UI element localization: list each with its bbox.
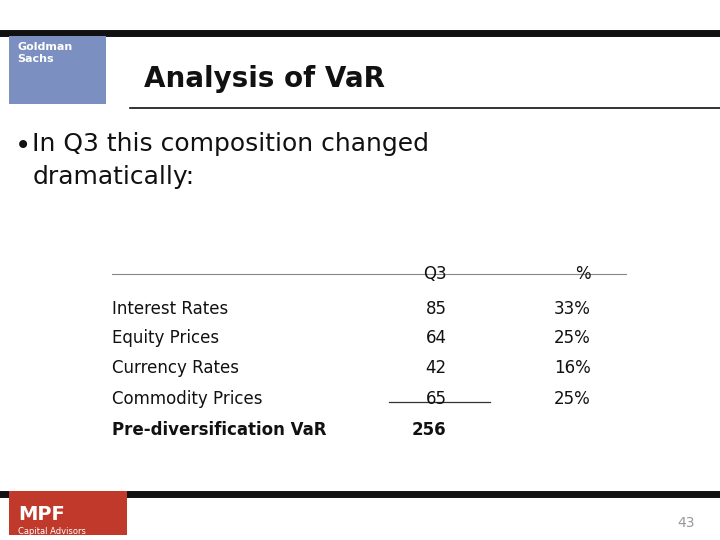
- Text: 25%: 25%: [554, 329, 590, 347]
- Text: Q3: Q3: [423, 265, 446, 282]
- Text: MPF: MPF: [18, 505, 65, 524]
- Text: 25%: 25%: [554, 390, 590, 408]
- Text: 85: 85: [426, 300, 446, 318]
- Text: Equity Prices: Equity Prices: [112, 329, 219, 347]
- Text: Goldman
Sachs: Goldman Sachs: [17, 42, 73, 64]
- Text: Commodity Prices: Commodity Prices: [112, 390, 262, 408]
- FancyBboxPatch shape: [9, 36, 106, 104]
- Text: Analysis of VaR: Analysis of VaR: [144, 65, 385, 93]
- Text: 65: 65: [426, 390, 446, 408]
- Text: Pre-diversification VaR: Pre-diversification VaR: [112, 421, 326, 439]
- Text: 43: 43: [678, 516, 695, 530]
- Text: Currency Rates: Currency Rates: [112, 359, 238, 377]
- Text: 16%: 16%: [554, 359, 590, 377]
- Text: 256: 256: [412, 421, 446, 439]
- Text: •: •: [14, 132, 31, 160]
- Text: 64: 64: [426, 329, 446, 347]
- Text: Capital Advisors: Capital Advisors: [18, 526, 86, 536]
- FancyBboxPatch shape: [9, 491, 127, 535]
- Text: 42: 42: [426, 359, 446, 377]
- Text: 33%: 33%: [554, 300, 590, 318]
- Text: %: %: [575, 265, 590, 282]
- Text: Interest Rates: Interest Rates: [112, 300, 228, 318]
- Text: In Q3 this composition changed
dramatically:: In Q3 this composition changed dramatica…: [32, 132, 429, 189]
